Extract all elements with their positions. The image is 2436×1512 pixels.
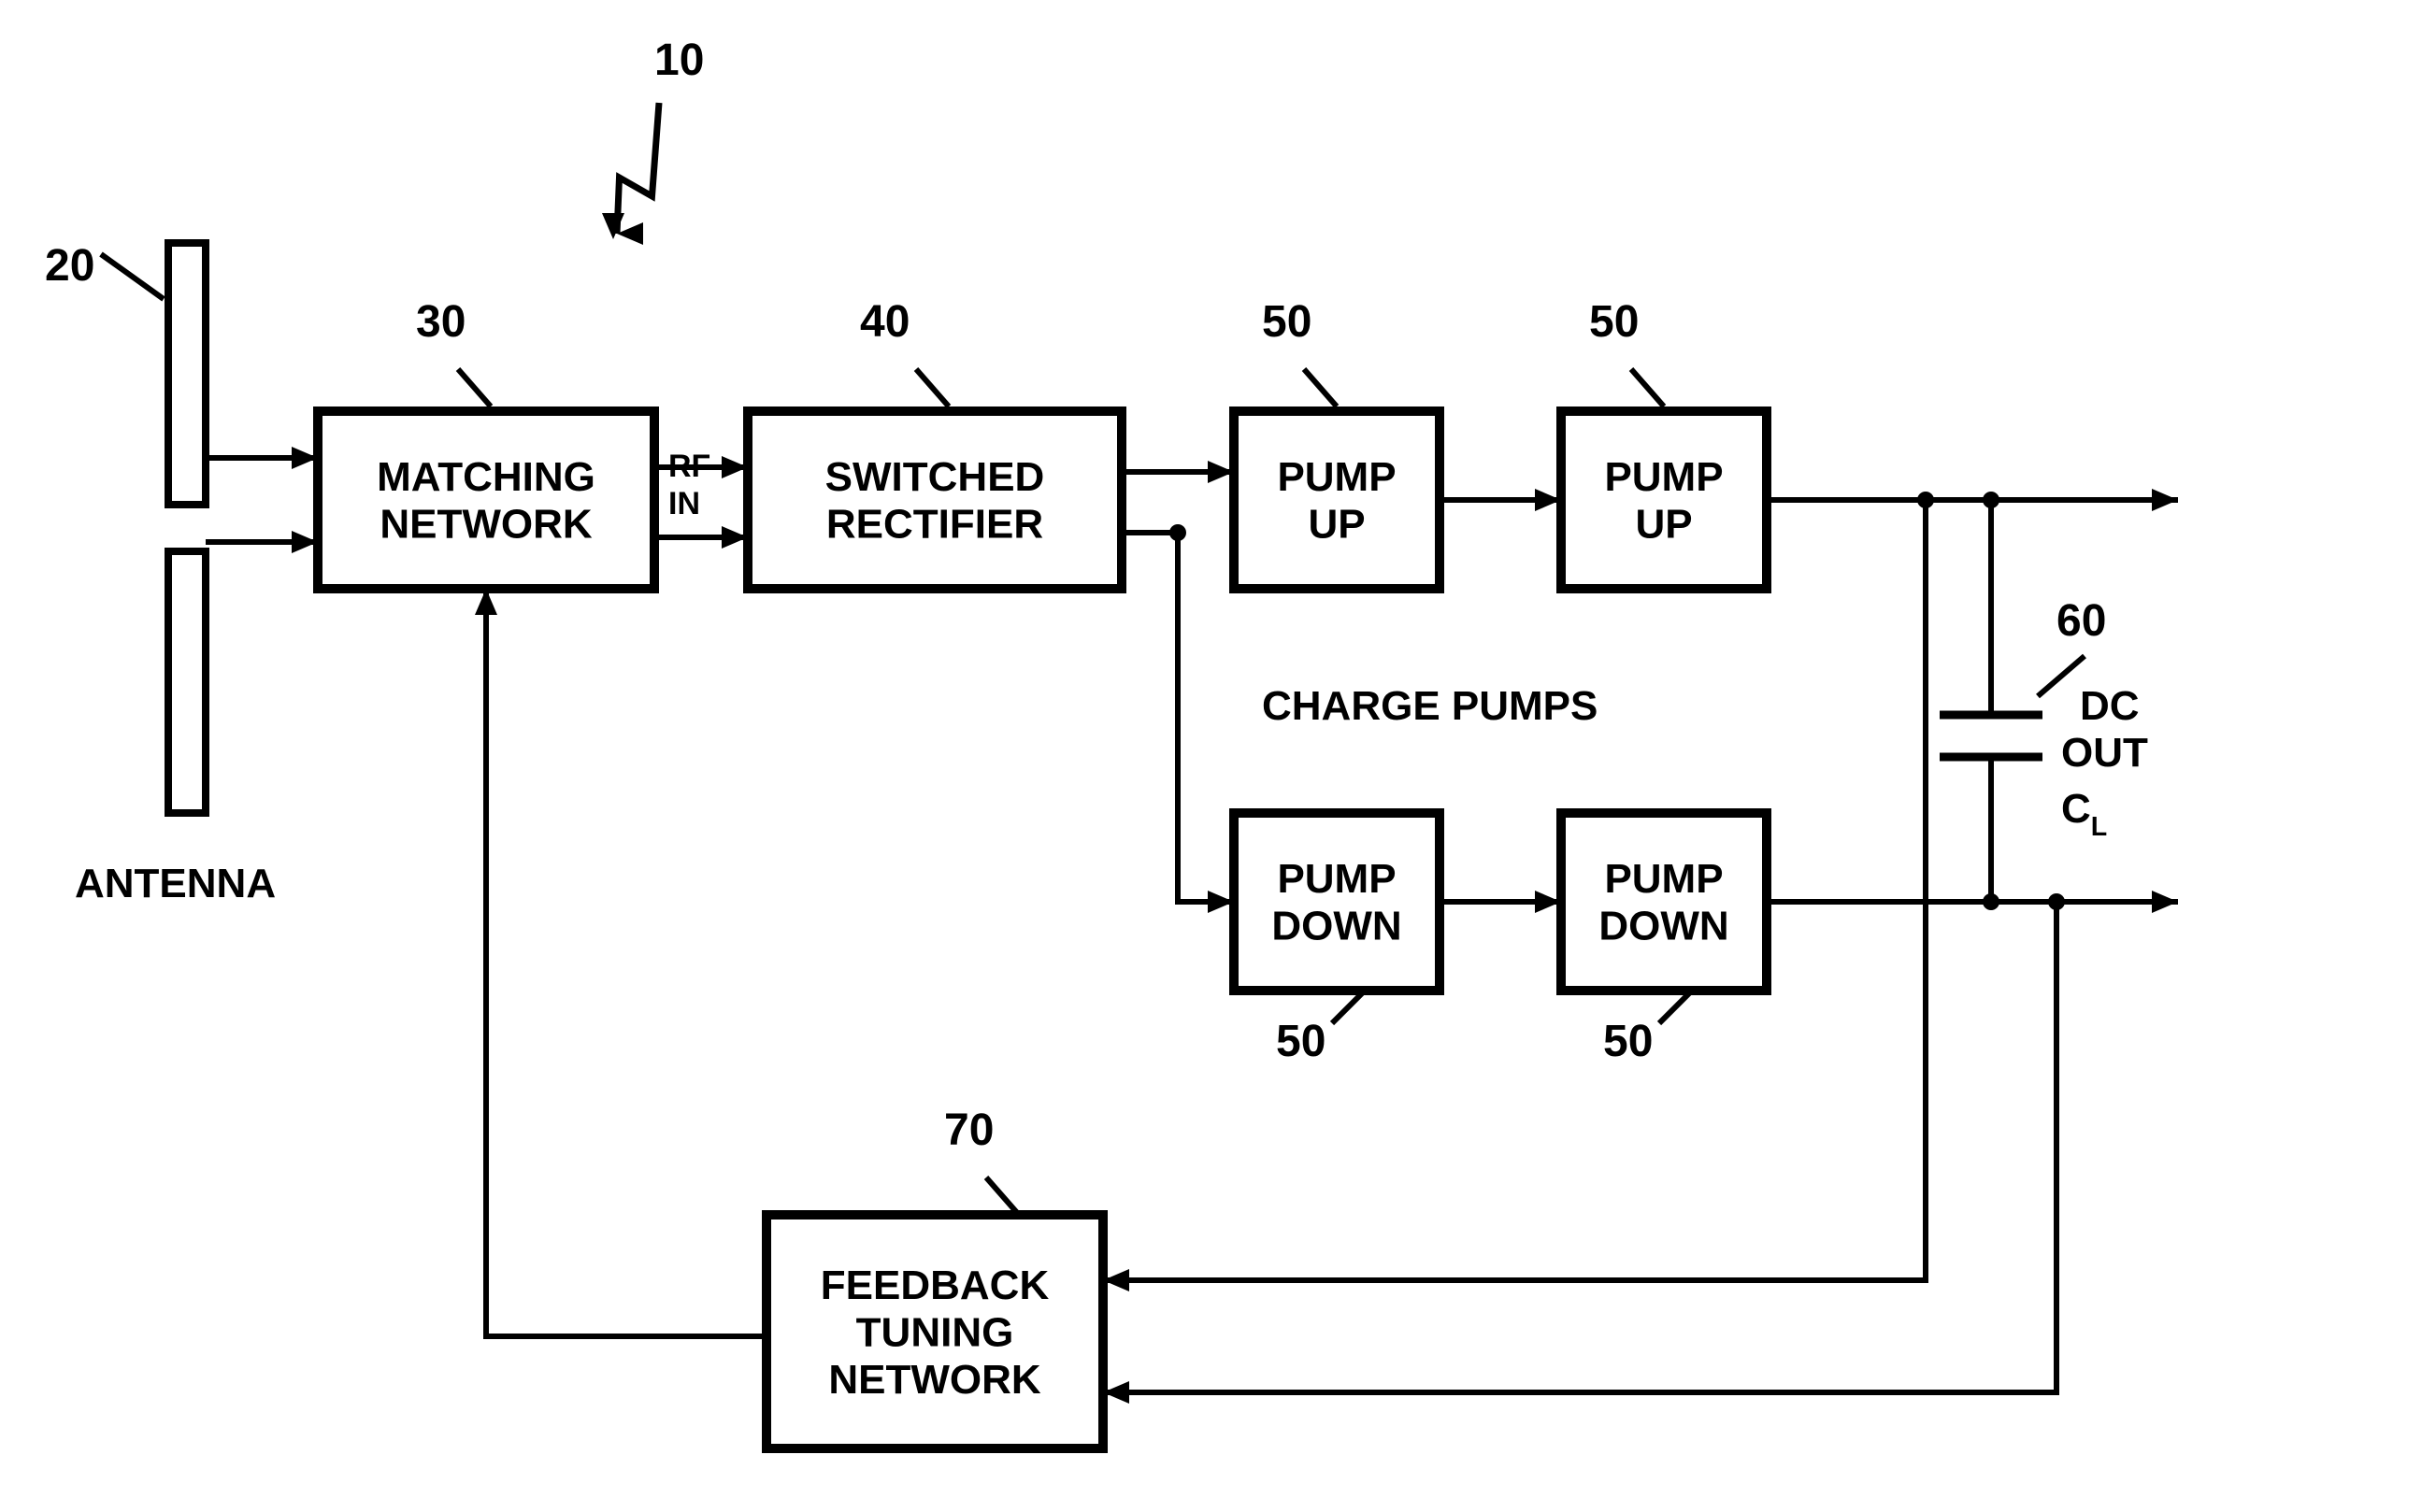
svg-text:UP: UP <box>1308 502 1365 548</box>
pump-down-a-box: PUMPDOWN <box>1234 813 1440 991</box>
svg-text:FEEDBACK: FEEDBACK <box>821 1262 1050 1308</box>
svg-text:20: 20 <box>45 241 94 291</box>
svg-text:IN: IN <box>668 486 700 521</box>
svg-text:MATCHING: MATCHING <box>377 454 595 500</box>
feedback-tuning-network-box: FEEDBACKTUNINGNETWORK <box>767 1215 1103 1448</box>
matching-network-box: MATCHINGNETWORK <box>318 411 654 589</box>
antenna-bottom <box>168 551 206 813</box>
svg-text:NETWORK: NETWORK <box>828 1357 1041 1403</box>
switched-rectifier-box: SWITCHEDRECTIFIER <box>748 411 1122 589</box>
svg-text:50: 50 <box>1589 297 1639 347</box>
svg-text:70: 70 <box>944 1105 994 1155</box>
svg-text:DOWN: DOWN <box>1271 904 1401 949</box>
pump-down-b-box: PUMPDOWN <box>1561 813 1767 991</box>
svg-text:SWITCHED: SWITCHED <box>825 454 1045 500</box>
svg-text:10: 10 <box>654 36 704 85</box>
svg-text:CL: CL <box>2061 786 2107 842</box>
svg-text:40: 40 <box>860 297 910 347</box>
svg-text:60: 60 <box>2056 596 2106 646</box>
svg-text:50: 50 <box>1276 1017 1325 1066</box>
svg-text:PUMP: PUMP <box>1604 454 1723 500</box>
svg-text:30: 30 <box>416 297 466 347</box>
svg-text:DC: DC <box>2080 683 2140 729</box>
svg-text:TUNING: TUNING <box>856 1309 1014 1355</box>
svg-text:50: 50 <box>1603 1017 1653 1066</box>
svg-text:PUMP: PUMP <box>1277 856 1396 902</box>
svg-text:NETWORK: NETWORK <box>380 502 593 548</box>
svg-text:DOWN: DOWN <box>1598 904 1728 949</box>
svg-text:CHARGE PUMPS: CHARGE PUMPS <box>1262 683 1598 729</box>
svg-text:ANTENNA: ANTENNA <box>75 861 276 906</box>
svg-text:RECTIFIER: RECTIFIER <box>826 502 1043 548</box>
svg-text:PUMP: PUMP <box>1604 856 1723 902</box>
pump-up-b-box: PUMPUP <box>1561 411 1767 589</box>
svg-text:50: 50 <box>1262 297 1311 347</box>
svg-text:PUMP: PUMP <box>1277 454 1396 500</box>
svg-text:OUT: OUT <box>2061 730 2148 776</box>
antenna-top <box>168 243 206 505</box>
pump-up-a-box: PUMPUP <box>1234 411 1440 589</box>
svg-text:UP: UP <box>1635 502 1692 548</box>
